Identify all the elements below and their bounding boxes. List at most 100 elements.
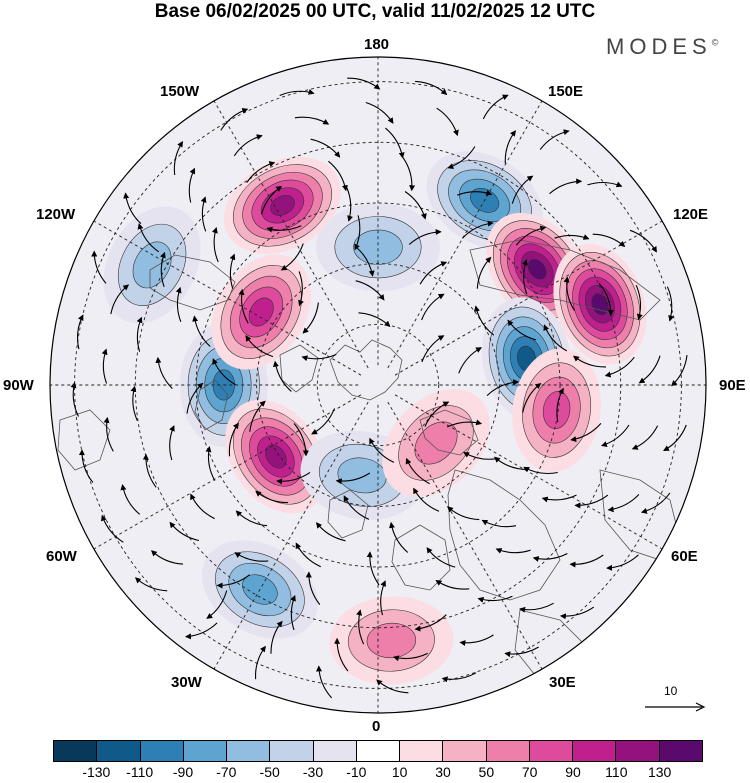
- colorbar-segment: [573, 741, 617, 761]
- streamline-arrow: [638, 355, 661, 384]
- streamline-arrow: [266, 225, 302, 233]
- colorbar-segment: [400, 741, 444, 761]
- streamline-arrow: [635, 284, 643, 321]
- streamline-arrow: [305, 571, 321, 605]
- streamline-arrow: [120, 484, 141, 515]
- reference-vector-label: 10: [664, 684, 678, 698]
- streamline-arrow: [549, 178, 583, 195]
- streamline-arrow: [570, 423, 602, 443]
- streamline-arrow: [100, 514, 124, 543]
- streamline-arrow: [629, 229, 657, 253]
- streamline-arrow: [290, 594, 296, 631]
- streamline-arrow: [228, 422, 239, 457]
- anomaly-contour: [248, 297, 274, 327]
- colorbar-segment: [443, 741, 487, 761]
- anomaly-contour: [414, 421, 458, 465]
- streamline-arrow: [388, 521, 409, 553]
- anomaly-contour: [527, 258, 547, 280]
- streamline-arrow: [205, 446, 216, 481]
- streamline-arrow: [587, 181, 623, 188]
- streamline-arrow: [385, 127, 405, 159]
- streamline-arrow: [130, 385, 138, 421]
- coastline: [57, 409, 111, 471]
- streamline-arrow: [150, 550, 184, 565]
- streamline-arrow: [358, 312, 391, 327]
- streamline-arrow: [522, 382, 542, 413]
- streamline-arrow: [539, 129, 570, 150]
- streamline-arrow: [310, 138, 341, 158]
- anomaly-field: [103, 151, 647, 685]
- streamline-arrow: [415, 80, 448, 96]
- streamline-arrow: [606, 554, 639, 571]
- brand-mark: ©: [711, 37, 719, 48]
- streamline-arrow: [235, 510, 268, 527]
- streamline-arrow: [447, 506, 480, 521]
- streamline-arrow: [173, 141, 184, 176]
- streamline-arrow: [169, 425, 175, 461]
- streamline-arrow: [592, 233, 626, 248]
- streamline-arrow: [328, 160, 348, 192]
- streamline-arrow: [573, 355, 607, 368]
- streamline-arrow: [554, 234, 590, 240]
- streamline-arrow: [229, 253, 236, 289]
- lon-label-90e: 90E: [719, 377, 746, 394]
- lon-label-0: 0: [372, 718, 381, 735]
- streamline-arrow: [477, 595, 513, 603]
- streamline-arrow: [476, 256, 492, 289]
- streamline-arrow: [91, 250, 107, 284]
- brand-logo: MODES©: [606, 34, 718, 60]
- colorbar-segment: [356, 741, 401, 761]
- streamline-arrow: [604, 356, 635, 378]
- coastline: [149, 254, 236, 311]
- streamline-arrow: [333, 637, 349, 672]
- reference-vector-arrow: [645, 702, 706, 712]
- streamline-arrow: [574, 494, 609, 509]
- streamline-arrow: [462, 220, 494, 239]
- streamlines: [70, 77, 688, 699]
- streamline-arrow: [519, 602, 554, 613]
- colorbar-tick-label: 50: [478, 764, 495, 780]
- colorbar-tick-label: -10: [346, 764, 367, 780]
- streamline-arrow: [311, 408, 336, 435]
- streamline-arrow: [640, 492, 671, 514]
- streamline-arrow: [459, 634, 494, 646]
- colorbar-tick-label: 110: [605, 764, 628, 780]
- streamline-arrow: [365, 101, 394, 124]
- streamline-arrow: [160, 251, 166, 287]
- streamline-arrow: [607, 494, 640, 513]
- streamline-arrow: [280, 243, 304, 271]
- streamline-arrow: [192, 315, 211, 347]
- lon-label-180: 180: [364, 36, 390, 53]
- streamline-arrow: [279, 89, 315, 97]
- streamline-arrow: [392, 652, 428, 662]
- streamline-arrow: [123, 192, 142, 225]
- brand-text: MODES: [606, 34, 712, 59]
- colorbar-segment: [183, 741, 228, 761]
- lon-label-30e: 30E: [549, 674, 576, 691]
- streamline-arrow: [421, 293, 445, 321]
- streamline-arrow: [541, 494, 577, 503]
- colorbar-tick-label: 30: [435, 764, 451, 780]
- streamline-arrow: [671, 355, 688, 387]
- streamline-arrow: [532, 553, 568, 562]
- latitude-circle: [256, 263, 500, 507]
- anomaly-contour: [366, 622, 417, 659]
- streamline-arrow: [186, 382, 204, 414]
- colorbar-tick-label: -110: [126, 764, 154, 780]
- colorbar-segment: [140, 741, 184, 761]
- streamline-arrow: [103, 416, 114, 452]
- streamline-arrow: [246, 161, 276, 183]
- colorbar-segment: [54, 741, 98, 761]
- streamline-arrow: [414, 614, 447, 632]
- anomaly-contour: [337, 457, 387, 494]
- streamline-arrow: [482, 94, 509, 120]
- coastline: [329, 339, 403, 401]
- lon-label-60w: 60W: [46, 548, 77, 565]
- colorbar-tick-label: 10: [391, 764, 408, 780]
- streamline-arrow: [220, 107, 249, 131]
- streamline-arrow: [134, 577, 168, 592]
- colorbar-tick-label: 70: [521, 764, 538, 780]
- streamline-arrow: [441, 672, 477, 683]
- streamline-arrow: [249, 400, 266, 432]
- colorbar-segment: [227, 741, 271, 761]
